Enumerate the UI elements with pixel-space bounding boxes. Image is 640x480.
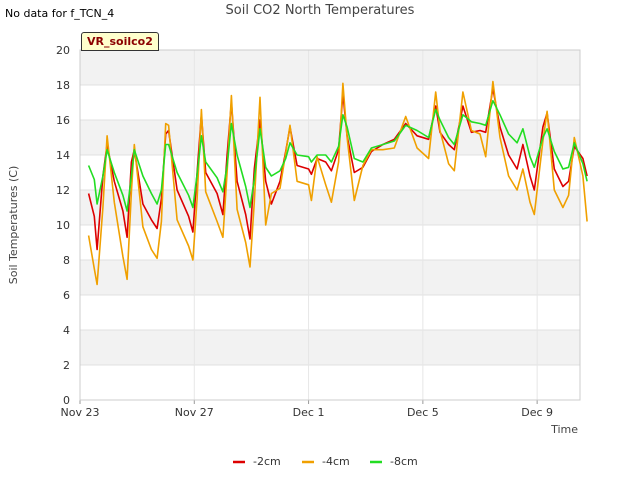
- y-tick-label: 18: [56, 79, 70, 92]
- y-tick-label: 14: [56, 149, 70, 162]
- x-tick-label: Nov 23: [61, 406, 100, 419]
- legend-label: -4cm: [322, 455, 350, 468]
- chart-title: Soil CO2 North Temperatures: [225, 3, 415, 18]
- x-tick-label: Nov 27: [175, 406, 214, 419]
- y-tick-label: 2: [63, 359, 70, 372]
- legend: -2cm -4cm -8cm: [233, 455, 418, 468]
- x-tick-label: Dec 9: [521, 406, 553, 419]
- legend-label: -2cm: [253, 455, 281, 468]
- series-line-neg4cm: [87, 80, 588, 286]
- y-tick-label: 12: [56, 184, 70, 197]
- y-axis-label: Soil Temperatures (C): [7, 166, 20, 285]
- grid-band: [80, 120, 580, 155]
- y-tick-label: 0: [63, 394, 70, 407]
- site-badge: VR_soilco2: [81, 32, 159, 51]
- background-bands: [80, 50, 580, 365]
- series-line-neg8cm: [87, 99, 588, 212]
- no-data-note: No data for f_TCN_4: [5, 7, 115, 20]
- y-tick-label: 20: [56, 44, 70, 57]
- y-tick-label: 6: [63, 289, 70, 302]
- y-tick-label: 10: [56, 219, 70, 232]
- series-lines: [87, 80, 588, 286]
- legend-label: -8cm: [390, 455, 418, 468]
- grid-band: [80, 50, 580, 85]
- x-tick-label: Dec 1: [293, 406, 325, 419]
- axes: 0 2 4 6 8 10 12 14 16 18 20 Nov 23 Nov 27 Dec 1 Dec 5 D…: [56, 44, 581, 419]
- y-tick-label: 16: [56, 114, 70, 127]
- grid-band: [80, 190, 580, 225]
- grid-band: [80, 260, 580, 295]
- x-axis-label: Time: [550, 423, 578, 436]
- plot-frame: [79, 49, 581, 401]
- y-tick-label: 8: [63, 254, 70, 267]
- x-tick-label: Dec 5: [407, 406, 439, 419]
- y-tick-label: 4: [63, 324, 70, 337]
- series-line-neg2cm: [87, 87, 588, 251]
- grid-band: [80, 330, 580, 365]
